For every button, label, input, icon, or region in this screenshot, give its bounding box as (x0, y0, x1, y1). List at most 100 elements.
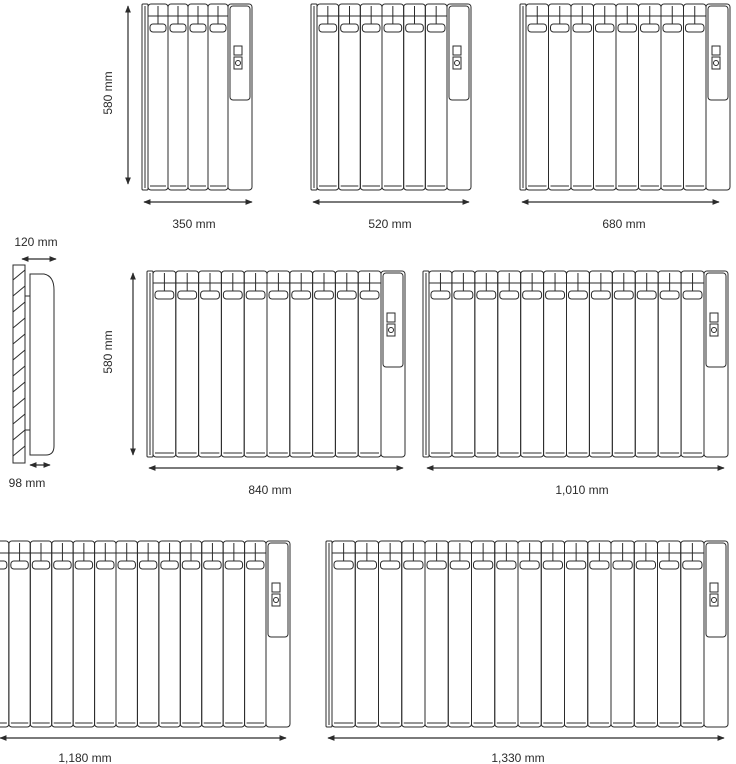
radiator-fin (587, 540, 612, 728)
fin-collar (589, 560, 610, 570)
dial-icon (386, 323, 396, 337)
fin-collar (542, 560, 563, 570)
fin-collar (138, 560, 158, 570)
radiator-fin (201, 540, 224, 728)
dial-icon (452, 56, 462, 70)
fin-collar (361, 23, 381, 33)
dial-icon (233, 56, 243, 70)
control-panel (705, 542, 727, 638)
radiator-fin (447, 540, 472, 728)
radiator-fin (593, 3, 617, 191)
radiator-fin (615, 3, 639, 191)
wall-hatch-line (12, 317, 26, 329)
fin-collar (154, 290, 175, 300)
radiator-fin (115, 540, 138, 728)
radiator-fin (136, 540, 160, 728)
radiator-fin (657, 270, 682, 458)
control-panel (267, 542, 289, 638)
control-housing (446, 3, 472, 191)
fin-collar (568, 290, 588, 300)
radiator-fin (220, 270, 245, 458)
radiator-fin (540, 540, 565, 728)
fin-collar (336, 290, 357, 300)
radiator-fin (471, 540, 496, 728)
radiator-fin (244, 540, 267, 728)
fin-collar (636, 290, 657, 300)
width-label-840: 840 mm (248, 483, 291, 497)
control-housing (265, 540, 291, 728)
control-module (703, 540, 729, 728)
dial-icon (709, 593, 719, 607)
control-module (380, 270, 406, 458)
radiator-fin (564, 540, 589, 728)
fin-collar (685, 23, 705, 33)
control-housing (227, 3, 253, 191)
radiator-fin (167, 3, 189, 191)
control-panel (229, 5, 251, 101)
radiator-fin (424, 3, 448, 191)
wall-hatch-line (12, 269, 26, 281)
dial-knob-icon (388, 327, 394, 333)
radiator-fin (401, 540, 426, 728)
radiator-fin (243, 270, 268, 458)
radiator-fin (147, 3, 169, 191)
fin-collar (430, 290, 451, 300)
radiator-5 (422, 270, 729, 458)
fin-collar (659, 560, 680, 570)
radiator-fin (179, 540, 203, 728)
radiator-fin (381, 3, 405, 191)
radiator-side-profile (29, 273, 55, 456)
fin-collar (117, 560, 136, 570)
radiator-fin (517, 540, 542, 728)
fin-collar (160, 560, 179, 570)
radiator-7 (325, 540, 729, 728)
radiator-3 (519, 3, 731, 191)
dial-knob-icon (713, 60, 719, 66)
wall-hatch-line (12, 349, 26, 361)
width-label-350: 350 mm (172, 217, 215, 231)
display-icon (711, 45, 721, 56)
width-label-680: 680 mm (602, 217, 645, 231)
radiator-fin (359, 3, 383, 191)
wall-hatch-line (12, 285, 26, 297)
wall-hatch-line (12, 413, 26, 425)
radiator-fin (29, 540, 53, 728)
fin-collar (426, 23, 446, 33)
control-module (227, 3, 253, 191)
height-label-top: 580 mm (101, 71, 115, 114)
fin-collar (383, 23, 403, 33)
fin-collar (340, 23, 359, 33)
radiator-4 (146, 270, 406, 458)
width-label-520: 520 mm (368, 217, 411, 231)
radiator-fin (354, 540, 379, 728)
wall-hatch-line (12, 381, 26, 393)
radiator-fin (570, 3, 594, 191)
control-module (703, 270, 729, 458)
fin-collar (246, 560, 265, 570)
radiator-fin (543, 270, 567, 458)
display-icon (386, 312, 396, 323)
radiator-fin (331, 540, 356, 728)
wall-hatch-line (12, 365, 26, 377)
fin-collar (10, 560, 29, 570)
radiator-fin (638, 3, 662, 191)
fin-collar (177, 290, 198, 300)
radiator-6 (0, 540, 291, 728)
radiator-fin (378, 540, 403, 728)
fin-collar (566, 560, 587, 570)
width-label-1330: 1,330 mm (491, 751, 544, 764)
fin-collar (659, 290, 680, 300)
control-housing (705, 3, 731, 191)
wall-hatch-line (12, 445, 26, 457)
fin-collar (380, 560, 401, 570)
control-module (705, 3, 731, 191)
radiator-fin (451, 270, 476, 458)
height-label-middle: 580 mm (101, 330, 115, 373)
fin-collar (545, 290, 565, 300)
radiator-fin (8, 540, 31, 728)
fin-collar (53, 560, 72, 570)
fin-collar (453, 290, 474, 300)
wall-hatch-line (12, 397, 26, 409)
radiator-fin (588, 270, 613, 458)
